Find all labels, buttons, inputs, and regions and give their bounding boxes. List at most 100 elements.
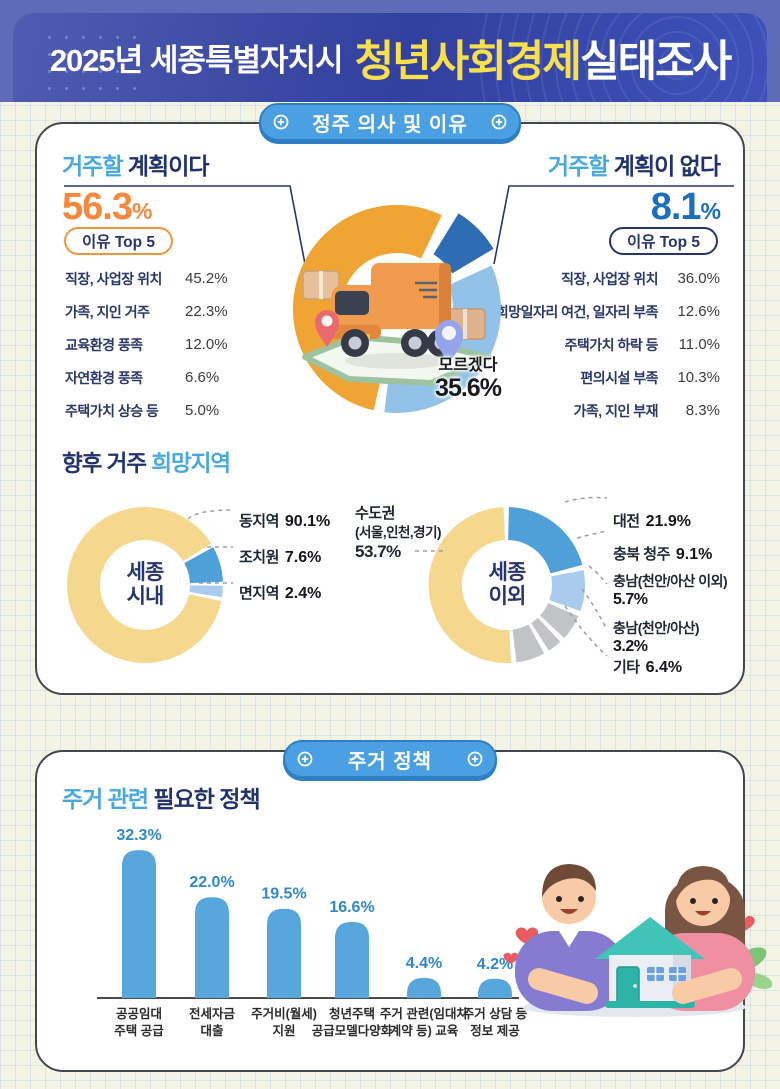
list-item: 교육환경 풍족 12.0% [65,336,228,353]
plan-yes-top5-badge: 이유 Top 5 [64,227,174,255]
settlement-card: 거주할 계획이다 56.3% 이유 Top 5 직장, 사업장 위치 45.2% … [35,122,745,695]
bar-category-label: 주거 상담 등 [463,1006,527,1021]
section-badge-settlement: 정주 의사 및 이유 [259,103,521,141]
plan-no-reason-list: 직장, 사업장 위치 36.0% 희망일자리 여건, 일자리 부족 12.6% 주택… [398,262,720,427]
badge-housing-label: 주거 정책 [347,750,433,773]
bar-category-label: 주택 공급 [114,1023,164,1038]
donut-segment [67,507,222,664]
donut-label-jochiwon: 조치원 7.6% [239,549,322,566]
section-badge-housing: 주거 정책 [283,740,497,778]
bar-category-label: 공급모델다양화 [312,1023,393,1038]
donut-label-chungnam-other: 충남(천안/아산 이외) 5.7% [613,573,728,608]
bar [195,897,229,998]
bar-category-label: 공공임대 [116,1007,162,1021]
list-item: 직장, 사업장 위치 36.0% [561,270,720,287]
plan-no-title-rest: 계획이 없다 [608,153,721,179]
bar [122,850,156,998]
donut-segment [531,617,561,651]
plan-no-title: 거주할 계획이 없다 [547,147,721,181]
sejong-outside-donut-chart [428,507,585,664]
title-highlight: 청년사회경제 [354,37,582,86]
donut-label-myeon: 면지역 2.4% [239,585,322,602]
plus-icon [273,114,289,130]
bar-value-label: 16.6% [329,899,374,916]
plan-yes-value-number: 56.3 [62,186,133,228]
plan-no-top5-badge: 이유 Top 5 [608,227,718,255]
donut-connector-lines [187,496,608,657]
donut-label-daejeon: 대전 21.9% [613,513,691,530]
bar-value-label: 4.2% [477,956,513,973]
list-item: 희망일자리 여건, 일자리 부족 12.6% [495,303,720,320]
bar-value-label: 32.3% [116,827,161,844]
header-panel: 2025년 세종특별자치시 청년사회경제 실태조사 [13,13,767,102]
donut-segment [540,603,579,638]
plan-no-value: 8.1% [650,186,721,229]
bar-category-label: 주거 관련(임대차 [380,1006,469,1021]
plus-icon [297,751,313,767]
donut-segment [184,547,223,584]
dot-pattern-decoration [41,29,141,102]
dont-know-text: 모르겠다 [438,357,498,374]
moving-truck-illustration [302,263,492,386]
housing-title-rest: 필요한 정책 [153,786,260,812]
list-item: 편의시설 부족 10.3% [580,369,720,386]
list-item: 주택가치 상승 등 5.0% [65,402,220,419]
donut-segment [512,624,545,663]
donut-segment [508,507,583,574]
title-prefix: 2025년 세종특별자치시 [49,43,344,78]
donut-segment [433,213,494,274]
sejong-outside-center-label: 세종 이외 [488,561,527,608]
list-item: 자연환경 풍족 6.6% [65,369,220,386]
dont-know-label: 모르겠다 35.6% [430,357,506,402]
donut-label-etc: 기타 6.4% [613,659,683,676]
plan-yes-reason-list: 직장, 사업장 위치 45.2% 가족, 지인 거주 22.3% 교육환경 풍족 12… [65,262,305,427]
page-title: 2025년 세종특별자치시 청년사회경제 실태조사 [13,13,767,102]
plus-icon [467,751,483,767]
bar-category-label: 주거비(월세) [251,1006,317,1021]
bar [407,977,441,998]
housing-policy-title: 주거 관련 필요한 정책 [62,780,261,814]
bar-category-label: 지원 [272,1023,295,1038]
arc-pattern-decoration [467,13,767,102]
hope-region-title: 향후 거주 희망지역 [62,446,231,478]
dont-know-value: 35.6% [435,373,502,402]
bar-value-label: 22.0% [189,874,234,891]
plan-yes-title: 거주할 계획이다 [62,147,210,181]
title-suffix: 실태조사 [579,37,732,86]
list-item: 직장, 사업장 위치 45.2% [65,270,228,287]
couple-house-illustration [503,864,772,1017]
plus-icon [491,114,507,130]
bar-category-label: 계약 등) 교육 [390,1023,459,1038]
bar [478,978,512,998]
plan-yes-title-rest: 계획이다 [122,153,210,179]
bar-category-label: 청년주택 [329,1006,375,1021]
list-item: 주택가치 하락 등 11.0% [564,336,720,353]
plan-no-top5-label: 이유 Top 5 [626,234,700,251]
bar-category-label: 전세자금 [189,1006,236,1021]
donut-segment [428,507,512,664]
donut-segment [549,570,585,612]
donut-label-chungnam: 충남(천안/아산) 3.2% [613,620,700,655]
plan-yes-top5-label: 이유 Top 5 [82,234,156,251]
bar [335,921,369,998]
donut-segment [189,585,223,598]
plan-yes-title-accent: 거주할 [62,153,123,179]
donut-label-sudogwon: 수도권 (서울,인천,경기) 53.7% [355,505,442,562]
donut-label-cheongju: 충북 청주 9.1% [613,546,713,563]
hope-title-accent: 희망지역 [151,451,231,476]
plan-yes-value: 56.3% [62,186,152,229]
title-connector-lines [64,185,734,265]
housing-title-accent: 주거 관련 [62,786,154,812]
plan-no-title-accent: 거주할 [547,153,609,179]
plan-no-value-number: 8.1 [650,186,702,228]
plan-no-value-unit: % [700,198,721,224]
badge-settlement-label: 정주 의사 및 이유 [312,113,468,136]
list-item: 가족, 지인 부재 8.3% [573,402,720,419]
bar-category-label: 대출 [200,1023,224,1038]
bar-value-label: 4.4% [406,955,442,972]
list-item: 가족, 지인 거주 22.3% [65,303,228,320]
bar-value-label: 19.5% [261,886,306,903]
